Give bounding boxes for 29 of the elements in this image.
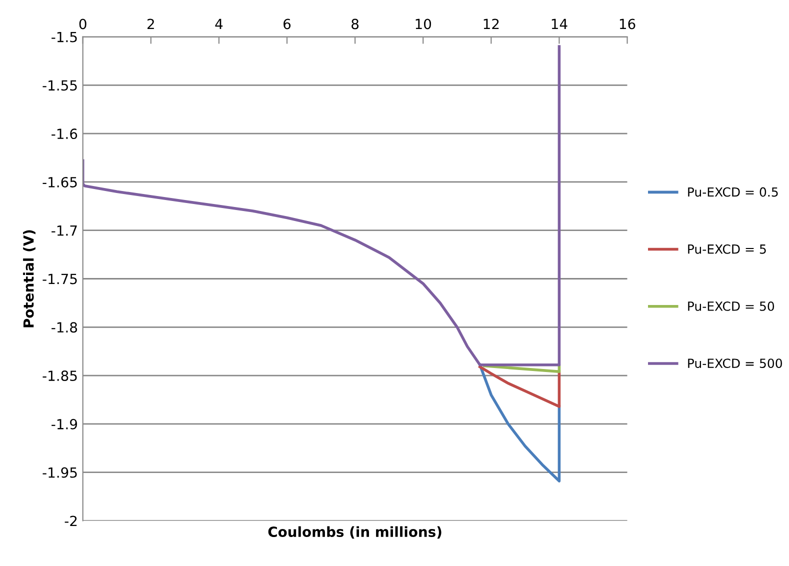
line-series — [82, 45, 561, 366]
y-tick-label: -1.8 — [52, 322, 78, 333]
y-tick-label: -1.65 — [42, 176, 77, 188]
x-axis-title: Coulombs (in millions) — [268, 526, 442, 539]
y-tick-label: -1.5 — [52, 32, 77, 42]
x-tick-label: 0 — [79, 18, 86, 30]
legend-label: Pu-EXCD = 50 — [688, 301, 774, 311]
y-axis-title: Potential (V) — [23, 230, 36, 328]
x-tick-label: 2 — [147, 18, 154, 30]
y-tick-label: -1.6 — [52, 128, 78, 140]
legend-label: Pu-EXCD = 0.5 — [688, 187, 778, 197]
y-tick-label: -1.85 — [42, 370, 77, 382]
x-tick-label: 8 — [352, 18, 359, 30]
y-tick-label: -1.7 — [52, 226, 77, 236]
x-tick-label: 10 — [416, 18, 432, 30]
line-series — [478, 365, 561, 408]
x-tick-label: 12 — [484, 18, 499, 30]
y-tick-label: -1.75 — [42, 274, 77, 284]
x-tick-label: 14 — [552, 18, 568, 30]
x-tick-label: 4 — [215, 18, 223, 30]
line-series — [478, 364, 561, 482]
y-tick-label: -1.95 — [42, 467, 77, 478]
y-tick-label: -2 — [64, 516, 77, 526]
y-tick-label: -1.9 — [52, 418, 78, 430]
legend-label: Pu-EXCD = 500 — [688, 358, 782, 368]
x-tick-label: 16 — [620, 18, 636, 30]
y-tick-label: -1.55 — [42, 80, 77, 91]
legend-label: Pu-EXCD = 5 — [688, 244, 766, 254]
x-tick-label: 6 — [284, 18, 291, 30]
